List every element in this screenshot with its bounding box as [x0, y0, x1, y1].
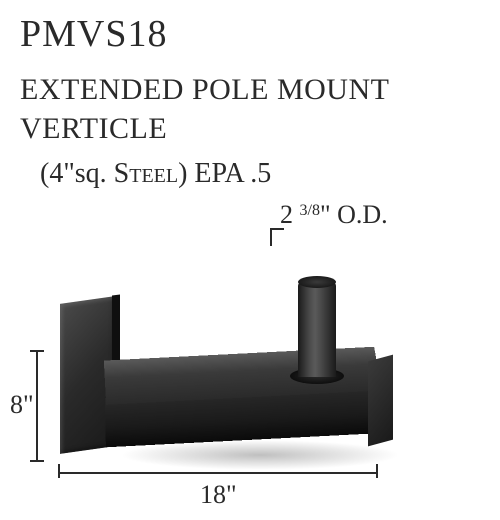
diagram-area: 2 3/8" O.D. 8" 18" [0, 200, 500, 520]
product-shadow [120, 440, 400, 470]
height-dimension-label: 8" [10, 390, 34, 420]
spec-prefix: (4"sq. [40, 158, 114, 189]
spec-steel: Steel [114, 158, 178, 189]
od-prefix: 2 [280, 200, 300, 229]
height-bottom-tick [30, 460, 44, 462]
tenon-top [298, 276, 336, 288]
product-illustration [50, 240, 390, 470]
arm-end-cap [368, 355, 393, 447]
title-line-2: VERTICLE [20, 112, 167, 145]
product-title: EXTENDED POLE MOUNT VERTICLE [20, 70, 389, 148]
title-line-1: EXTENDED POLE MOUNT [20, 73, 389, 106]
od-suffix: " O.D. [320, 200, 388, 229]
width-dimension-line [58, 472, 378, 474]
od-fraction: 3/8 [300, 202, 320, 219]
tenon-pipe [298, 282, 336, 377]
model-number: PMVS18 [20, 12, 168, 56]
sub-spec: (4"sq. Steel) EPA .5 [40, 158, 271, 190]
width-dimension-label: 18" [200, 480, 237, 510]
height-dimension-line [36, 350, 38, 460]
od-dimension-label: 2 3/8" O.D. [280, 200, 388, 230]
spec-suffix: ) EPA .5 [178, 158, 271, 189]
od-pointer-horizontal [270, 228, 284, 230]
